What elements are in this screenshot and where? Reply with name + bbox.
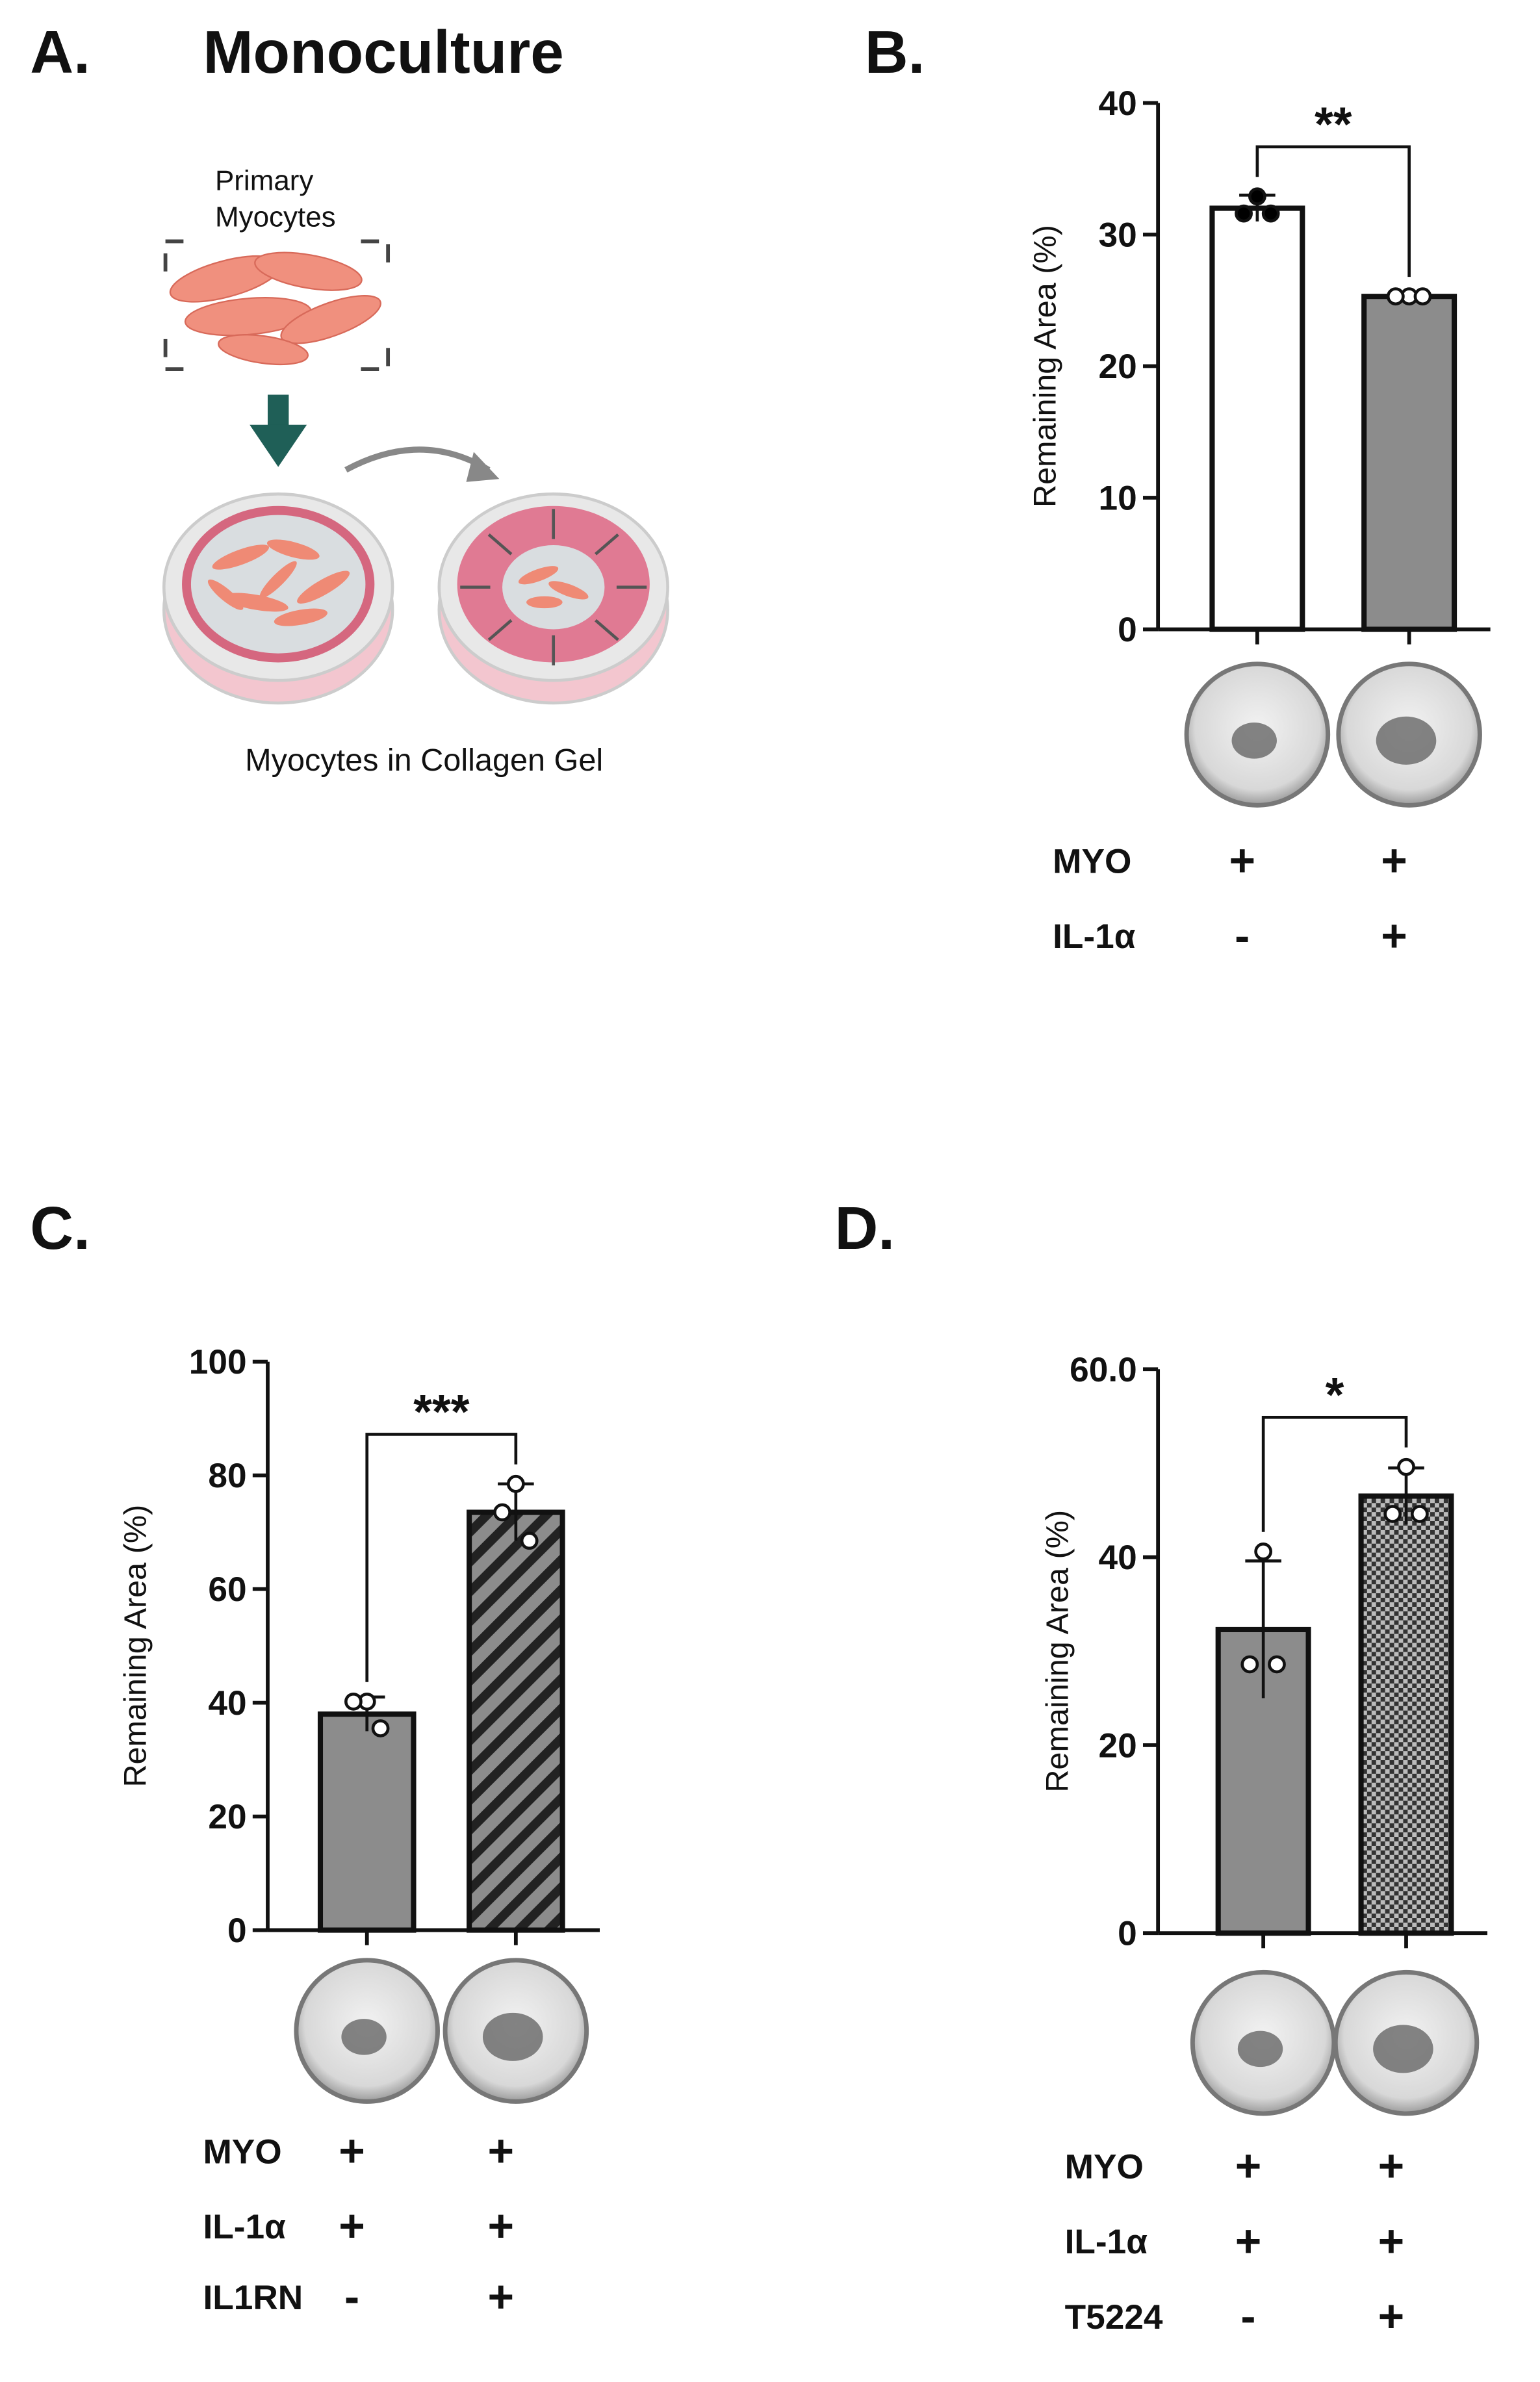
y-axis-label: Remaining Area (%) bbox=[1040, 1510, 1075, 1793]
data-point bbox=[1248, 187, 1266, 206]
y-tick-label: 80 bbox=[208, 1457, 246, 1495]
gel-image bbox=[1237, 2030, 1283, 2068]
y-axis-label: Remaining Area (%) bbox=[118, 1505, 153, 1787]
condition-label: IL-1α bbox=[203, 2208, 286, 2246]
illustration bbox=[163, 239, 391, 372]
caption: Myocytes in Collagen Gel bbox=[245, 743, 603, 778]
condition-sign: + bbox=[487, 2201, 514, 2251]
condition-sign: + bbox=[339, 2125, 365, 2176]
y-tick-label: 0 bbox=[1118, 611, 1137, 649]
gel-image bbox=[1373, 2025, 1433, 2073]
data-point bbox=[1383, 1505, 1402, 1523]
y-axis-label: Remaining Area (%) bbox=[1028, 225, 1063, 507]
bar bbox=[1209, 205, 1305, 632]
condition-sign: + bbox=[1381, 910, 1407, 961]
gel-image bbox=[1231, 723, 1277, 759]
panel-label: B. bbox=[865, 18, 925, 86]
condition-sign: + bbox=[1378, 2140, 1405, 2191]
bar bbox=[317, 1711, 417, 1933]
bar bbox=[1361, 294, 1457, 632]
cell-label: Myocytes bbox=[215, 201, 336, 233]
significance-bracket bbox=[1255, 145, 1411, 277]
condition-sign: + bbox=[1378, 2291, 1405, 2342]
condition-sign: + bbox=[1378, 2216, 1405, 2266]
significance: *** bbox=[413, 1385, 470, 1439]
bar bbox=[467, 1509, 565, 1933]
y-tick-label: 0 bbox=[227, 1912, 247, 1950]
panel-title: Monoculture bbox=[203, 18, 563, 86]
significance-bracket bbox=[1261, 1416, 1408, 1532]
gel-image bbox=[1376, 716, 1437, 765]
condition-label: IL-1α bbox=[1053, 917, 1136, 956]
data-point bbox=[1254, 1543, 1273, 1561]
data-point bbox=[1397, 1457, 1415, 1476]
significance: * bbox=[1326, 1368, 1344, 1422]
y-tick-label: 10 bbox=[1099, 480, 1137, 518]
data-point bbox=[520, 1531, 539, 1550]
gel-image bbox=[482, 2012, 543, 2061]
condition-label: MYO bbox=[203, 2132, 281, 2171]
bar bbox=[1358, 1493, 1454, 1936]
arrow bbox=[250, 394, 500, 482]
panel-label: C. bbox=[30, 1194, 90, 1262]
condition-label: T5224 bbox=[1065, 2298, 1163, 2337]
y-tick-label: 100 bbox=[189, 1343, 247, 1381]
panel-label: D. bbox=[835, 1194, 895, 1262]
y-tick-label: 0 bbox=[1118, 1915, 1137, 1953]
gel-image bbox=[341, 2019, 387, 2055]
condition-sign: + bbox=[1381, 835, 1407, 886]
condition-label: IL-1α bbox=[1065, 2223, 1148, 2261]
data-point bbox=[506, 1474, 525, 1493]
data-point bbox=[1261, 204, 1280, 223]
condition-sign: - bbox=[1235, 910, 1250, 961]
condition-sign: + bbox=[339, 2201, 365, 2251]
error-bar bbox=[1245, 1559, 1281, 1698]
significance-bracket bbox=[365, 1433, 518, 1682]
condition-sign: + bbox=[1235, 2216, 1262, 2266]
condition-sign: - bbox=[1240, 2291, 1255, 2342]
y-tick-label: 20 bbox=[1099, 348, 1137, 386]
dish bbox=[162, 492, 669, 705]
condition-sign: - bbox=[344, 2271, 359, 2322]
condition-sign: + bbox=[487, 2271, 514, 2322]
cell-label: Primary bbox=[215, 165, 313, 197]
data-point bbox=[1235, 204, 1253, 223]
cells bbox=[169, 251, 381, 365]
y-tick-label: 20 bbox=[1099, 1726, 1137, 1765]
y-tick-label: 40 bbox=[1099, 84, 1137, 123]
y-tick-label: 40 bbox=[1099, 1539, 1137, 1577]
y-tick-label: 60.0 bbox=[1070, 1351, 1137, 1389]
data-point bbox=[1268, 1655, 1286, 1674]
condition-label: MYO bbox=[1053, 842, 1131, 880]
data-point bbox=[1240, 1655, 1259, 1674]
data-point bbox=[1413, 287, 1432, 306]
condition-label: MYO bbox=[1065, 2147, 1144, 2186]
condition-sign: + bbox=[1235, 2140, 1262, 2191]
y-tick-label: 40 bbox=[208, 1684, 246, 1722]
significance: ** bbox=[1315, 97, 1352, 151]
condition-sign: + bbox=[1229, 835, 1255, 886]
y-tick-label: 60 bbox=[208, 1570, 246, 1609]
condition-label: IL1RN bbox=[203, 2279, 303, 2317]
data-point bbox=[493, 1503, 511, 1522]
data-point bbox=[1386, 287, 1405, 306]
y-tick-label: 20 bbox=[208, 1798, 246, 1836]
data-point bbox=[344, 1692, 363, 1711]
data-point bbox=[1410, 1505, 1429, 1523]
panel-label: A. bbox=[30, 18, 90, 86]
y-tick-label: 30 bbox=[1099, 216, 1137, 255]
condition-sign: + bbox=[487, 2125, 514, 2176]
data-point bbox=[371, 1719, 390, 1737]
